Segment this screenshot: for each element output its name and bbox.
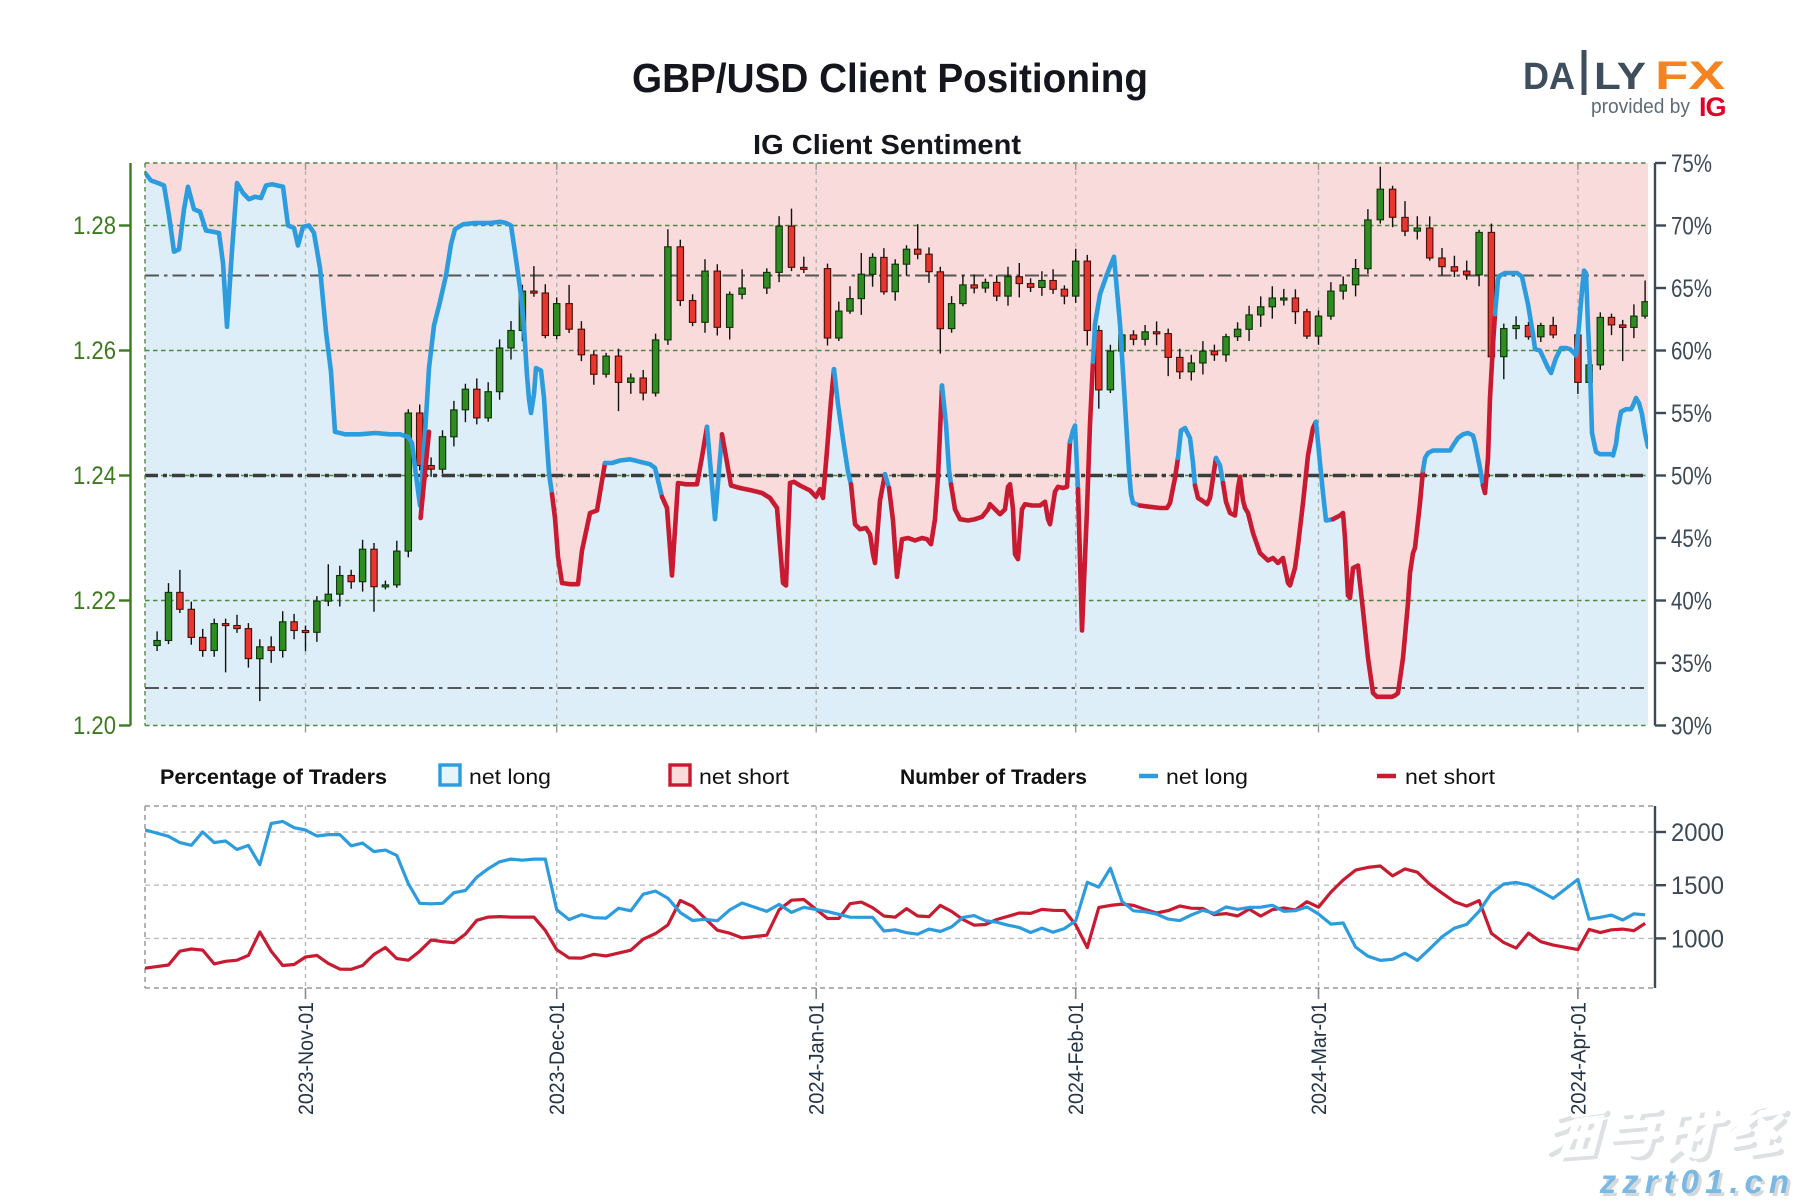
svg-text:2024-Feb-01: 2024-Feb-01 — [1065, 1002, 1088, 1115]
svg-text:1.22: 1.22 — [73, 587, 116, 615]
svg-text:net long: net long — [469, 766, 551, 789]
svg-text:IG Client Sentiment: IG Client Sentiment — [753, 129, 1021, 160]
svg-text:1.26: 1.26 — [73, 337, 116, 365]
svg-text:Percentage of Traders: Percentage of Traders — [160, 766, 387, 789]
svg-text:1.20: 1.20 — [73, 712, 116, 740]
svg-text:LY: LY — [1594, 56, 1646, 98]
svg-text:55%: 55% — [1671, 400, 1712, 428]
svg-text:1000: 1000 — [1671, 925, 1724, 953]
svg-text:1.24: 1.24 — [73, 462, 116, 490]
svg-text:DA: DA — [1523, 56, 1575, 98]
svg-text:60%: 60% — [1671, 338, 1712, 366]
svg-text:IG: IG — [1699, 92, 1726, 122]
svg-text:2024-Mar-01: 2024-Mar-01 — [1308, 1002, 1331, 1115]
svg-text:net short: net short — [1405, 766, 1495, 789]
svg-text:FX: FX — [1655, 54, 1725, 98]
svg-text:2000: 2000 — [1671, 819, 1724, 847]
svg-text:provided by: provided by — [1591, 96, 1690, 118]
svg-text:GBP/USD Client Positioning: GBP/USD Client Positioning — [632, 55, 1148, 101]
svg-text:Number of Traders: Number of Traders — [900, 766, 1087, 789]
svg-text:1.28: 1.28 — [73, 212, 116, 240]
svg-text:70%: 70% — [1671, 213, 1712, 241]
svg-text:30%: 30% — [1671, 713, 1712, 741]
svg-text:50%: 50% — [1671, 463, 1712, 491]
svg-text:65%: 65% — [1671, 275, 1712, 303]
svg-text:35%: 35% — [1671, 650, 1712, 678]
svg-text:40%: 40% — [1671, 588, 1712, 616]
svg-text:75%: 75% — [1671, 150, 1712, 178]
svg-text:2023-Dec-01: 2023-Dec-01 — [546, 1002, 569, 1115]
svg-text:2024-Jan-01: 2024-Jan-01 — [806, 1002, 829, 1115]
svg-text:net long: net long — [1166, 766, 1248, 789]
svg-text:zzrt01.cn: zzrt01.cn — [1599, 1163, 1795, 1200]
svg-text:2023-Nov-01: 2023-Nov-01 — [295, 1002, 318, 1115]
svg-text:45%: 45% — [1671, 525, 1712, 553]
svg-text:net short: net short — [699, 766, 789, 789]
svg-text:1500: 1500 — [1671, 872, 1724, 900]
svg-text:2024-Apr-01: 2024-Apr-01 — [1567, 1002, 1590, 1115]
svg-text:zzrt01.cn: zzrt01.cn — [1602, 1166, 1798, 1200]
